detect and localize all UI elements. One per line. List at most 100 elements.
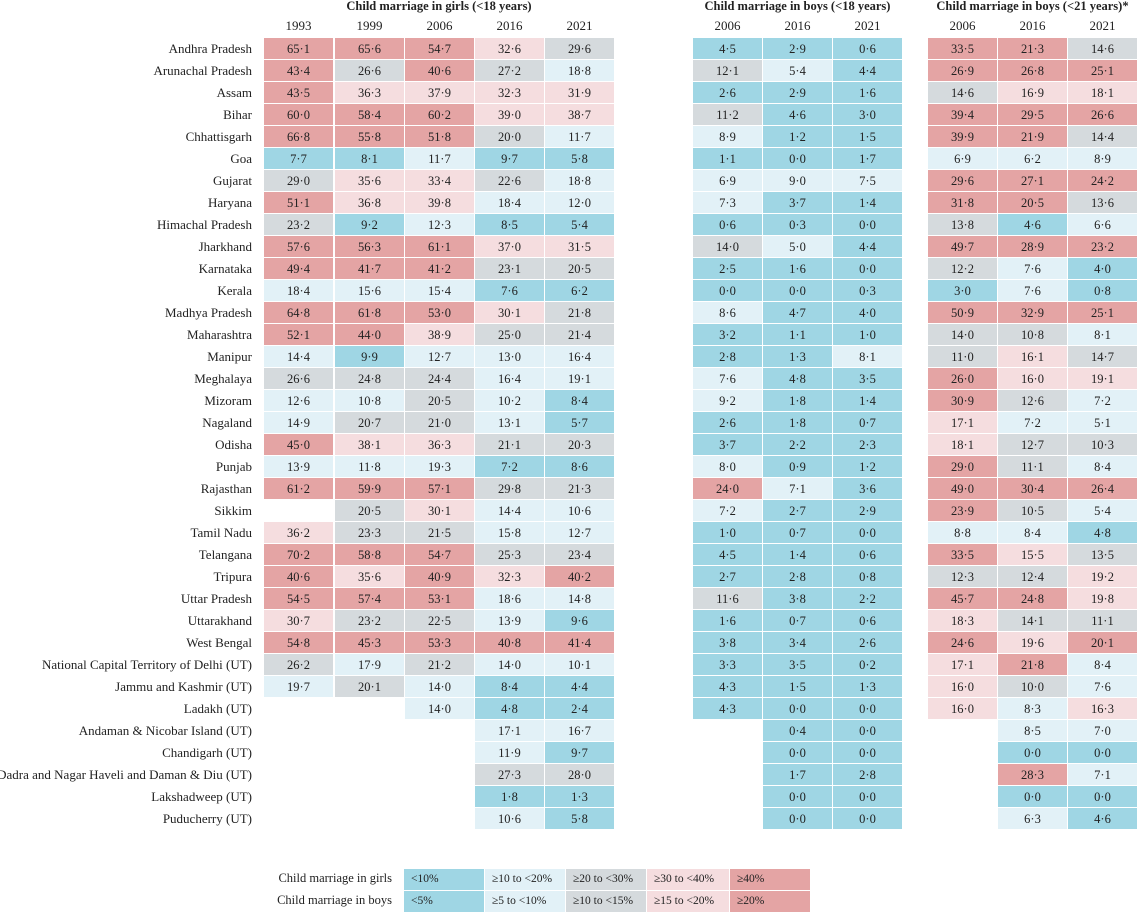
legend-boys-bin-4: ≥15 to <20% <box>647 891 729 912</box>
heatmap-cell <box>998 720 1067 741</box>
cell-value: 0·8 <box>1094 284 1111 298</box>
cell-value: 0·0 <box>859 262 876 276</box>
heatmap-cell <box>1068 566 1137 587</box>
cell-value: 0·6 <box>719 218 736 232</box>
cell-value: 4·8 <box>501 702 518 716</box>
heatmap-cell <box>998 764 1067 785</box>
heatmap-cell <box>928 368 997 389</box>
heatmap-cell <box>335 236 404 257</box>
cell-value: 0·3 <box>859 284 876 298</box>
state-label: Nagaland <box>202 415 252 430</box>
heatmap-cell <box>545 500 614 521</box>
heatmap-cell <box>545 434 614 455</box>
cell-value: 3·8 <box>719 636 736 650</box>
cell-value: 9·9 <box>361 350 378 364</box>
heatmap-cell <box>475 500 544 521</box>
cell-value: 0·6 <box>859 42 876 56</box>
cell-value: 1·4 <box>859 394 876 408</box>
heatmap-cell <box>763 302 832 323</box>
heatmap-cell <box>763 60 832 81</box>
cell-value: 1·8 <box>789 394 806 408</box>
cell-value: 24·4 <box>428 372 452 386</box>
cell-value: 12·7 <box>428 350 451 364</box>
cell-value: 13·9 <box>287 460 310 474</box>
cell-value: 44·0 <box>358 328 381 342</box>
cell-value: 30·4 <box>1021 482 1045 496</box>
year-header-3-2016: 2016 <box>1020 18 1047 33</box>
heatmap-cell <box>763 412 832 433</box>
cell-value: 0·7 <box>859 416 876 430</box>
state-label: West Bengal <box>186 635 252 650</box>
cell-value: 14·8 <box>568 592 591 606</box>
cell-value: 37·0 <box>498 240 521 254</box>
heatmap-cell <box>335 368 404 389</box>
heatmap-cell <box>763 500 832 521</box>
cell-value: 26·8 <box>1021 64 1044 78</box>
heatmap-cell <box>833 434 902 455</box>
heatmap-cell <box>405 126 474 147</box>
heatmap-cell <box>1068 412 1137 433</box>
heatmap-cell <box>264 346 333 367</box>
heatmap-cell <box>335 456 404 477</box>
heatmap-cell <box>335 82 404 103</box>
cell-value: 5·8 <box>571 812 588 826</box>
legend-girls-bin-3: ≥20 to <30% <box>566 869 646 890</box>
cell-value: 23·2 <box>358 614 381 628</box>
heatmap-cell <box>405 148 474 169</box>
heatmap-cell <box>545 610 614 631</box>
heatmap-cell <box>335 412 404 433</box>
heatmap-cell <box>693 126 762 147</box>
cell-value: 20·3 <box>568 438 591 452</box>
heatmap-cell <box>693 192 762 213</box>
heatmap-cell <box>998 742 1067 763</box>
cell-value: 2·9 <box>789 86 806 100</box>
heatmap-cell <box>693 302 762 323</box>
heatmap-cell <box>928 170 997 191</box>
heatmap-cell <box>405 478 474 499</box>
heatmap-cell <box>693 104 762 125</box>
cell-value: 3·7 <box>719 438 736 452</box>
cell-value: 23·4 <box>568 548 592 562</box>
cell-value: 29·5 <box>1021 108 1044 122</box>
heatmap-cell <box>998 346 1067 367</box>
cell-value: 1·3 <box>859 680 876 694</box>
heatmap-cell <box>545 346 614 367</box>
legend-boys-bin-5: ≥20% <box>730 891 810 912</box>
cell-value: 11·8 <box>358 460 380 474</box>
cell-value: 0·0 <box>789 812 806 826</box>
heatmap-cell <box>1068 478 1137 499</box>
heatmap-cell <box>405 632 474 653</box>
state-label: National Capital Territory of Delhi (UT) <box>42 657 252 672</box>
heatmap-cell <box>1068 764 1137 785</box>
cell-value: 20·5 <box>358 504 381 518</box>
heatmap-cell <box>998 324 1067 345</box>
cell-value: 12·3 <box>951 570 974 584</box>
cell-value: 17·9 <box>358 658 381 672</box>
heatmap-cell <box>545 280 614 301</box>
heatmap-cell <box>545 478 614 499</box>
group-title-3: Child marriage in boys (<21 years)* <box>936 0 1128 13</box>
heatmap-cell <box>998 60 1067 81</box>
heatmap-cell <box>763 522 832 543</box>
cell-value: 10·8 <box>358 394 381 408</box>
cell-value: 8·5 <box>501 218 518 232</box>
heatmap-cell <box>1068 522 1137 543</box>
cell-value: 18·1 <box>951 438 974 452</box>
cell-value: 53·0 <box>428 306 451 320</box>
heatmap-cell <box>475 654 544 675</box>
cell-value: 8·9 <box>719 130 736 144</box>
heatmap-cell <box>833 170 902 191</box>
cell-value: 50·9 <box>951 306 974 320</box>
cell-value: 17·1 <box>498 724 521 738</box>
heatmap-cell <box>264 258 333 279</box>
cell-value: 14·4 <box>498 504 522 518</box>
cell-value: 18·6 <box>498 592 521 606</box>
cell-value: 14·4 <box>1091 130 1115 144</box>
cell-value: 38·7 <box>568 108 591 122</box>
cell-value: 2·7 <box>789 504 806 518</box>
cell-value: 14·0 <box>428 680 451 694</box>
heatmap-cell <box>998 38 1067 59</box>
cell-value: 43·4 <box>287 64 311 78</box>
heatmap-cell <box>335 104 404 125</box>
cell-value: 53·3 <box>428 636 451 650</box>
